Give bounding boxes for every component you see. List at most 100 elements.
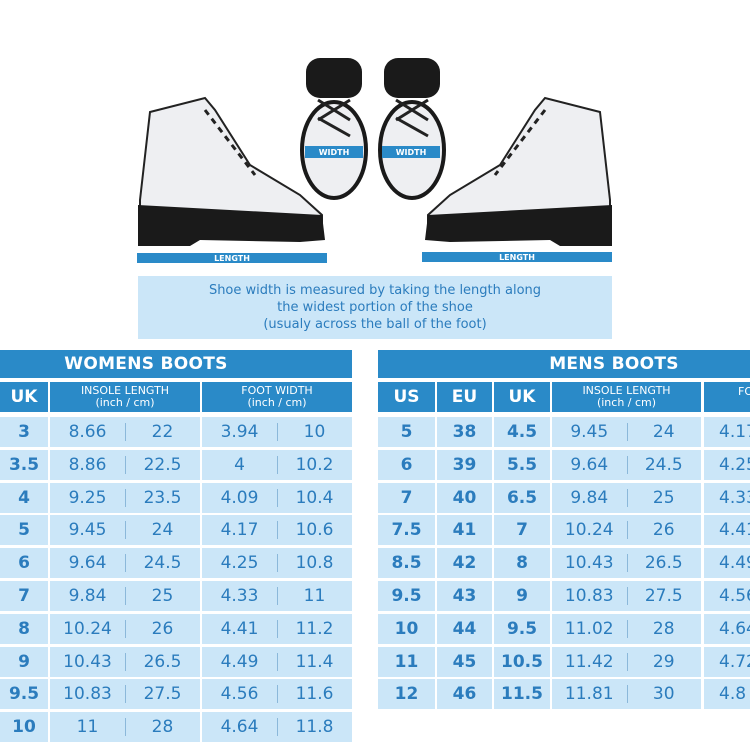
womens-table-title: WOMENS BOOTS xyxy=(0,350,352,378)
eu-size: 40 xyxy=(452,487,477,508)
right-boot-side xyxy=(425,96,612,246)
insole-cm: 26 xyxy=(151,618,174,639)
insole-inch: 10.43 xyxy=(564,553,614,574)
cell-divider xyxy=(125,423,126,441)
uk-size: 9 xyxy=(516,586,528,606)
us-size-cell: 6 xyxy=(378,449,435,480)
insole-inch: 10.83 xyxy=(63,684,112,705)
foot-width-cell: 4.56 11.6 xyxy=(202,679,352,710)
mens-header-eu: EU xyxy=(437,382,492,412)
width-inch: 4.17 xyxy=(220,520,259,541)
width-cm: 11 xyxy=(303,586,326,606)
mens-table-title: MENS BOOTS xyxy=(378,350,750,378)
width-cm: 11.8 xyxy=(295,717,334,738)
foot-width-cell: 4.56 xyxy=(704,581,750,611)
insole-inch: 9.45 xyxy=(68,520,107,541)
cell-divider xyxy=(277,521,278,540)
width-inch: 4.64 xyxy=(719,618,750,639)
insole-length-cell: 10.43 26.5 xyxy=(50,646,200,677)
insole-cm: 24 xyxy=(151,520,174,541)
eu-size-cell: 42 xyxy=(437,548,492,579)
width-marker-right: WIDTH xyxy=(382,146,440,158)
foot-width-cell: 4.25 10.8 xyxy=(202,548,352,579)
cell-divider xyxy=(125,685,126,704)
cell-divider xyxy=(125,455,126,474)
cell-divider xyxy=(626,619,628,638)
foot-width-cell: 4.17 10.6 xyxy=(202,515,352,546)
insole-inch: 9.64 xyxy=(570,454,609,475)
header-label: FO xyxy=(738,385,750,398)
us-size: 7.5 xyxy=(391,520,422,541)
uk-size-cell: 6 xyxy=(0,548,48,579)
cell-divider xyxy=(277,652,278,671)
womens-header-insole: INSOLE LENGTH (inch / cm) xyxy=(50,382,200,412)
insole-length-cell: 10.43 26.5 xyxy=(552,548,701,579)
insole-cm: 24 xyxy=(652,422,675,442)
uk-size: 5.5 xyxy=(506,454,538,475)
uk-size: 9 xyxy=(18,651,30,672)
insole-length-cell: 11.42 29 xyxy=(552,646,701,677)
cell-divider xyxy=(626,488,628,507)
cell-divider xyxy=(277,423,278,441)
us-size-cell: 9.5 xyxy=(378,581,435,611)
us-size: 10 xyxy=(394,618,419,639)
length-label: LENGTH xyxy=(499,252,535,262)
width-inch: 3.94 xyxy=(220,422,259,442)
us-size-cell: 11 xyxy=(378,646,435,677)
width-cm: 10 xyxy=(303,422,326,442)
foot-width-cell: 4.25 xyxy=(704,449,750,480)
foot-width-cell: 4.64 xyxy=(704,613,750,644)
uk-size-cell: 8 xyxy=(494,548,550,579)
width-inch: 4.8 xyxy=(719,684,747,705)
us-size: 12 xyxy=(394,684,419,705)
insole-inch: 8.66 xyxy=(68,422,107,442)
insole-cm: 24.5 xyxy=(644,454,683,475)
insole-cm: 28 xyxy=(151,717,174,738)
eu-size: 46 xyxy=(452,684,477,705)
note-line: (usualy across the ball of the foot) xyxy=(263,317,487,332)
width-label: WIDTH xyxy=(395,147,427,157)
cell-divider xyxy=(626,554,628,573)
insole-inch: 9.84 xyxy=(570,487,609,508)
header-unit: (inch / cm) xyxy=(596,396,657,409)
width-inch: 4.09 xyxy=(220,487,259,508)
width-inch: 4.41 xyxy=(719,520,750,541)
us-size-cell: 5 xyxy=(378,417,435,447)
eu-size: 41 xyxy=(452,520,477,541)
us-size: 9.5 xyxy=(391,586,422,606)
width-inch: 4.49 xyxy=(719,553,750,574)
insole-length-cell: 10.83 27.5 xyxy=(552,581,701,611)
note-line: Shoe width is measured by taking the len… xyxy=(208,283,542,298)
eu-size-cell: 43 xyxy=(437,581,492,611)
length-marker-right: LENGTH xyxy=(422,252,612,262)
width-cm: 11.2 xyxy=(295,618,334,639)
insole-inch: 9.25 xyxy=(68,487,107,508)
cell-divider xyxy=(125,619,126,638)
header-label: FOOT WIDTH xyxy=(241,384,313,397)
insole-cm: 26.5 xyxy=(644,553,683,574)
us-size: 8.5 xyxy=(391,553,422,574)
header-label: INSOLE LENGTH xyxy=(80,384,170,397)
uk-size: 10.5 xyxy=(501,651,543,672)
us-size: 6 xyxy=(400,454,413,475)
header-label: US xyxy=(393,387,420,407)
width-inch: 4.64 xyxy=(220,717,259,738)
uk-size-cell: 6.5 xyxy=(494,482,550,513)
uk-size-cell: 9 xyxy=(0,646,48,677)
width-inch: 4.56 xyxy=(220,684,259,705)
eu-size-cell: 38 xyxy=(437,417,492,447)
width-inch: 4.49 xyxy=(220,651,259,672)
us-size-cell: 7.5 xyxy=(378,515,435,546)
insole-length-cell: 9.45 24 xyxy=(50,515,200,546)
header-label: UK xyxy=(508,387,536,407)
insole-length-cell: 11 28 xyxy=(50,712,200,743)
insole-cm: 29 xyxy=(652,651,675,672)
insole-length-cell: 10.24 26 xyxy=(50,613,200,644)
uk-size-cell: 10.5 xyxy=(494,646,550,677)
boots-illustration xyxy=(138,58,612,246)
width-marker-left: WIDTH xyxy=(305,146,363,158)
uk-size: 8 xyxy=(516,553,528,574)
insole-length-cell: 9.45 24 xyxy=(552,417,701,447)
cell-divider xyxy=(277,587,278,605)
cell-divider xyxy=(125,587,126,605)
